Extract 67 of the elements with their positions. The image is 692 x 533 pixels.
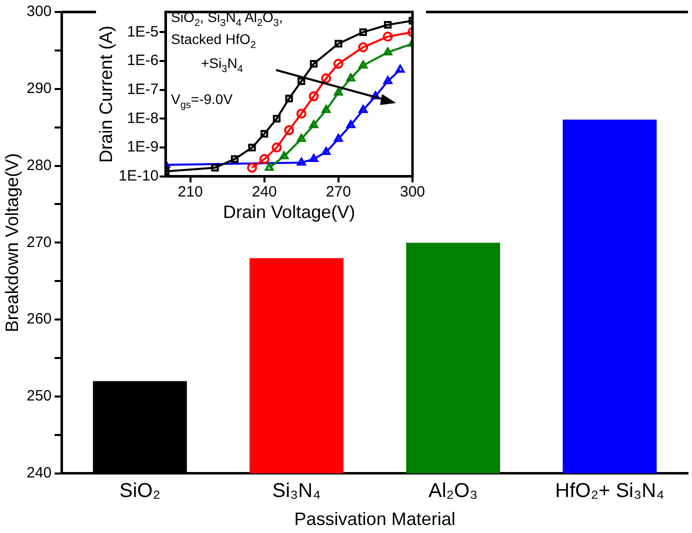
point [370, 91, 380, 100]
y-tick-label: 1E-9 [126, 138, 159, 156]
point [346, 73, 356, 82]
y-tick-label: 1E-7 [126, 81, 159, 98]
point [280, 151, 289, 160]
point [260, 130, 268, 138]
point [309, 154, 318, 162]
y-tick-label: 290 [26, 80, 52, 98]
point [259, 154, 270, 164]
point [211, 164, 219, 172]
point [296, 158, 306, 166]
point [359, 28, 367, 36]
x-tick-label: Si₃N₄ [272, 480, 321, 502]
annotation: Stacked HfO$_{2}$ [171, 31, 256, 51]
y-tick-label: 300 [26, 3, 52, 20]
y-axis-title: Drain Current (A) [96, 26, 116, 163]
point [333, 58, 344, 69]
point [321, 73, 332, 84]
point [383, 47, 392, 56]
point [382, 32, 393, 42]
annotation: V$_{gs}$=-9.0V [171, 91, 233, 111]
point [309, 120, 318, 128]
y-axis-title: Breakdown Voltage(V) [2, 153, 22, 332]
x-axis-title: Passivation Material [294, 509, 456, 530]
point [322, 105, 331, 114]
x-tick-label: 300 [400, 184, 425, 201]
point [248, 144, 256, 152]
y-tick-label: 280 [26, 156, 52, 174]
point [308, 91, 319, 102]
point [272, 142, 282, 153]
point [264, 162, 274, 171]
annotation: +Si$_{3}$N$_{4}$ [201, 55, 243, 75]
y-tick-label: 1E-5 [126, 23, 159, 40]
x-tick-label: 240 [252, 184, 277, 201]
point [272, 114, 281, 123]
point [358, 42, 368, 52]
y-tick-label: 1E-10 [118, 168, 159, 185]
x-tick-label: SiO₂ [119, 480, 160, 502]
y-tick-label: 240 [26, 464, 52, 482]
y-tick-label: 1E-8 [126, 110, 159, 127]
point [383, 76, 392, 84]
point [334, 40, 342, 48]
x-tick-label: HfO₂+ Si₃N₄ [555, 480, 664, 502]
point [310, 60, 318, 68]
point [346, 120, 356, 128]
point [322, 147, 331, 156]
x-tick-label: 270 [326, 184, 351, 201]
point [296, 108, 306, 119]
point [358, 105, 368, 114]
point [334, 88, 343, 96]
point [298, 77, 306, 86]
point [396, 64, 405, 73]
y-tick-label: 1E-6 [126, 52, 159, 70]
x-tick-label: Al₂O₃ [428, 480, 478, 502]
x-tick-label: 210 [178, 184, 203, 201]
y-tick-label: 250 [26, 388, 52, 405]
y-tick-label: 270 [26, 234, 52, 251]
point [285, 94, 293, 102]
point [296, 134, 306, 142]
point [358, 60, 368, 68]
y-tick-label: 260 [26, 310, 52, 328]
point [247, 162, 258, 173]
point [384, 20, 392, 29]
point [334, 134, 343, 142]
x-axis-title: Drain Voltage(V) [223, 202, 356, 222]
point [230, 155, 239, 163]
point [284, 125, 294, 136]
